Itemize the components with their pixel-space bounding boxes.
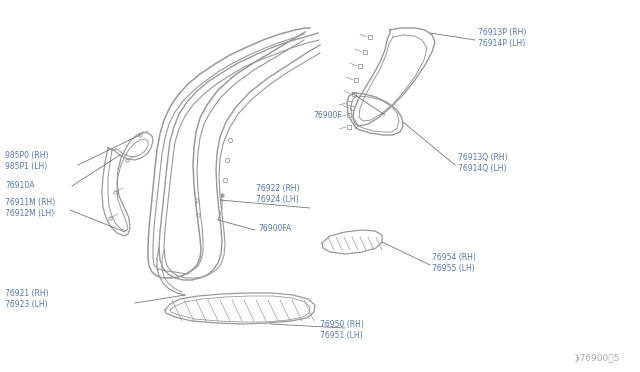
Text: 76954 (RH)
76955 (LH): 76954 (RH) 76955 (LH)	[432, 253, 476, 273]
Text: 76911M (RH)
76912M (LH): 76911M (RH) 76912M (LH)	[5, 198, 55, 218]
Text: 76913P (RH)
76914P (LH): 76913P (RH) 76914P (LH)	[478, 28, 526, 48]
Text: 76921 (RH)
76923 (LH): 76921 (RH) 76923 (LH)	[5, 289, 49, 309]
Text: 76913Q (RH)
76914Q (LH): 76913Q (RH) 76914Q (LH)	[458, 153, 508, 173]
Text: 76950 (RH)
76951 (LH): 76950 (RH) 76951 (LH)	[320, 320, 364, 340]
Text: ❩76900：5: ❩76900：5	[573, 353, 620, 362]
Text: 76922 (RH)
76924 (LH): 76922 (RH) 76924 (LH)	[256, 184, 300, 204]
Text: 985P0 (RH)
985P1 (LH): 985P0 (RH) 985P1 (LH)	[5, 151, 49, 171]
Text: 76900F: 76900F	[313, 110, 342, 119]
Text: 76910A: 76910A	[5, 180, 35, 189]
Text: 76900FA: 76900FA	[258, 224, 291, 232]
